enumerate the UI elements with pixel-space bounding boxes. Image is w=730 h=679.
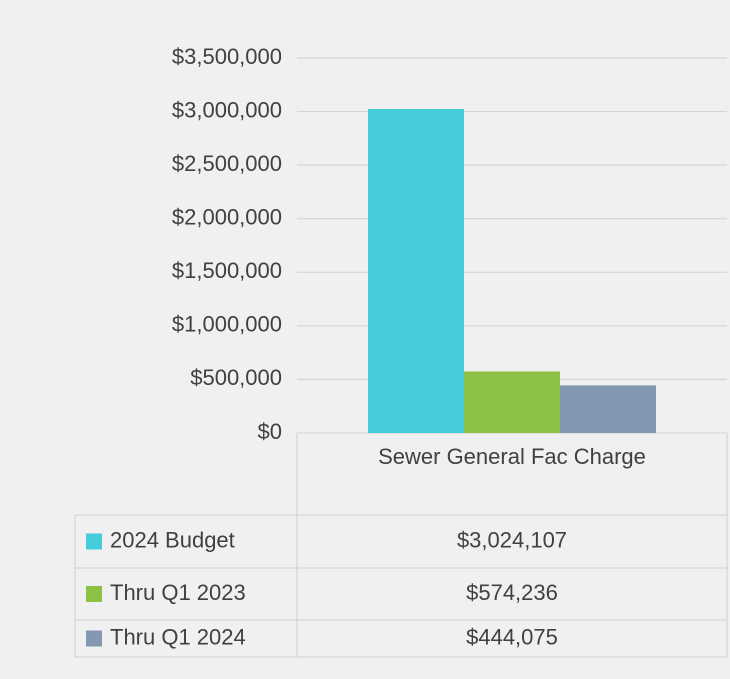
category-label: Sewer General Fac Charge xyxy=(378,444,646,469)
y-tick-label: $0 xyxy=(258,419,282,444)
y-tick-label: $3,500,000 xyxy=(172,44,282,69)
value-label: $444,075 xyxy=(466,624,558,649)
legend-key xyxy=(86,586,102,602)
y-tick-label: $1,000,000 xyxy=(172,312,282,337)
y-tick-label: $1,500,000 xyxy=(172,258,282,283)
legend-label: 2024 Budget xyxy=(110,527,235,552)
y-tick-label: $500,000 xyxy=(190,365,282,390)
y-tick-label: $2,000,000 xyxy=(172,205,282,230)
legend-label: Thru Q1 2024 xyxy=(110,624,246,649)
bar xyxy=(560,385,656,433)
bar xyxy=(464,371,560,433)
bar xyxy=(368,108,464,434)
legend-label: Thru Q1 2023 xyxy=(110,580,246,605)
y-tick-label: $3,000,000 xyxy=(172,97,282,122)
value-label: $574,236 xyxy=(466,580,558,605)
value-label: $3,024,107 xyxy=(457,527,567,552)
legend-key xyxy=(86,630,102,647)
legend-key xyxy=(86,533,102,550)
y-tick-label: $2,500,000 xyxy=(172,151,282,176)
